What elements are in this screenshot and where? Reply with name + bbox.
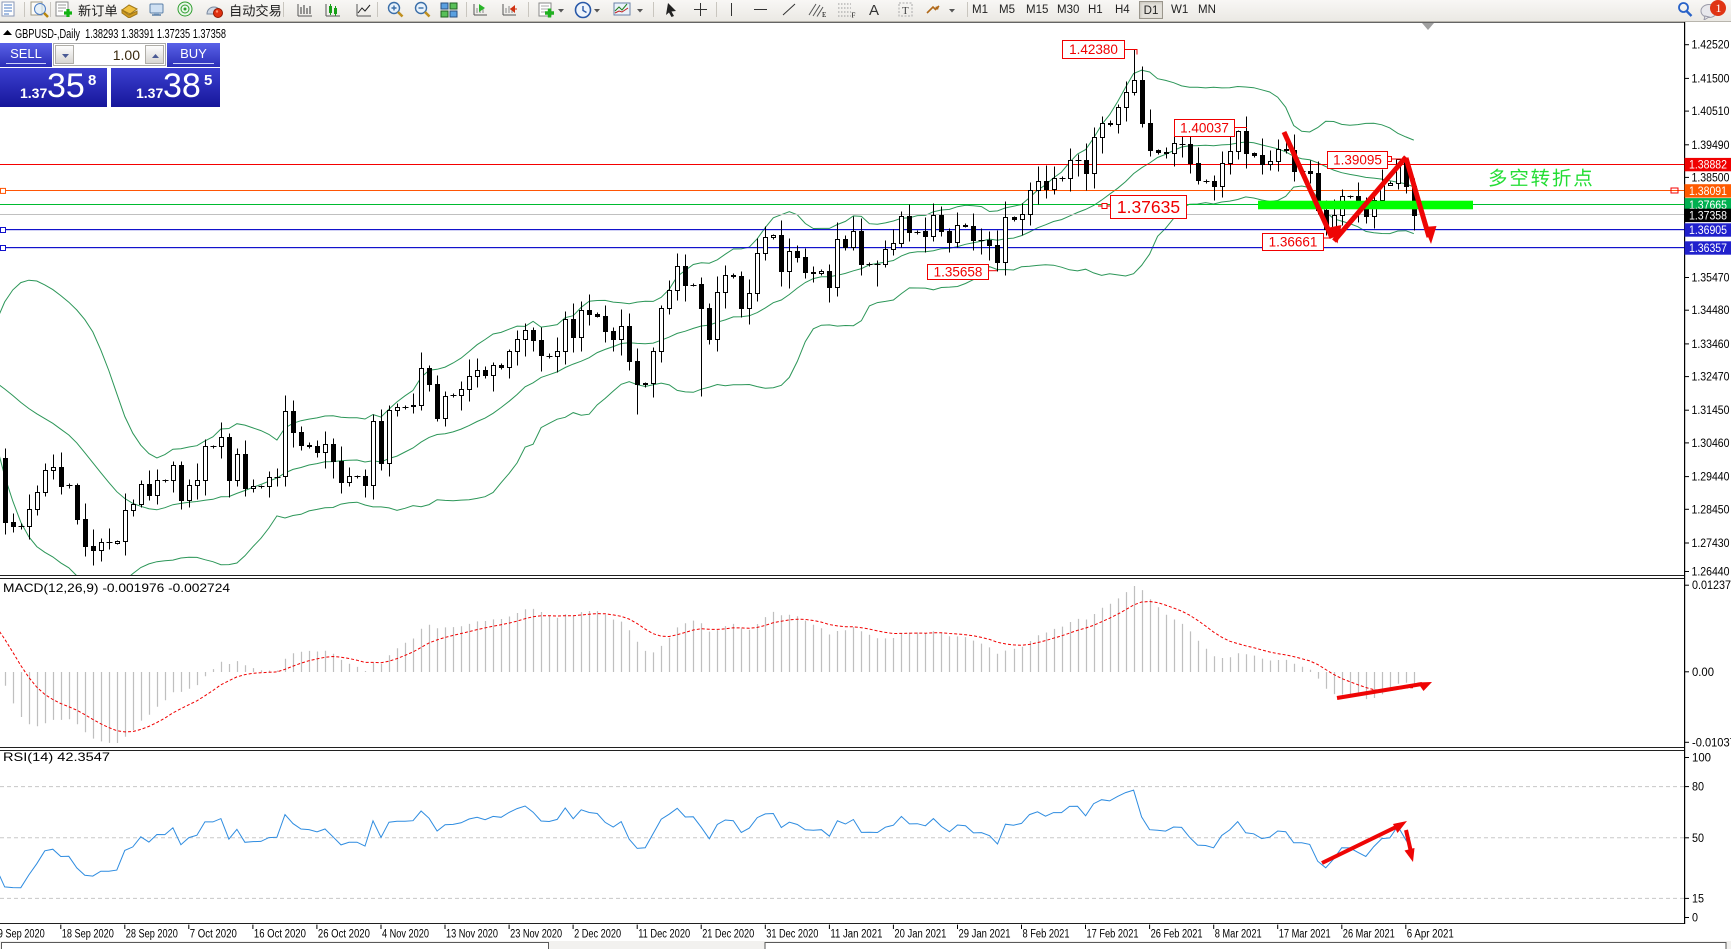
svg-text:26 Mar 2021: 26 Mar 2021 [1343, 929, 1395, 941]
svg-text:1.37358: 1.37358 [1689, 210, 1727, 222]
svg-text:29 Jan 2021: 29 Jan 2021 [959, 929, 1011, 941]
svg-text:1.30460: 1.30460 [1692, 438, 1730, 450]
svg-text:23 Nov 2020: 23 Nov 2020 [510, 929, 562, 941]
svg-text:1.34480: 1.34480 [1692, 305, 1730, 317]
svg-text:0.012372: 0.012372 [1692, 580, 1731, 592]
svg-text:F: F [852, 12, 856, 19]
svg-text:1.38091: 1.38091 [1689, 186, 1727, 198]
svg-text:26 Feb 2021: 26 Feb 2021 [1151, 929, 1203, 941]
svg-text:1.35470: 1.35470 [1692, 273, 1730, 285]
svg-text:1.36661: 1.36661 [1269, 235, 1318, 250]
svg-text:20 Jan 2021: 20 Jan 2021 [894, 929, 946, 941]
svg-text:7 Oct 2020: 7 Oct 2020 [190, 929, 237, 941]
svg-text:1: 1 [1716, 1, 1722, 15]
svg-text:6 Apr 2021: 6 Apr 2021 [1407, 929, 1454, 941]
svg-text:17 Mar 2021: 17 Mar 2021 [1279, 929, 1331, 941]
svg-text:1.38882: 1.38882 [1689, 160, 1727, 172]
svg-text:MACD(12,26,9) -0.001976 -0.002: MACD(12,26,9) -0.001976 -0.002724 [3, 581, 230, 595]
svg-text:31 Dec 2020: 31 Dec 2020 [766, 929, 818, 941]
svg-text:1.39095: 1.39095 [1333, 153, 1382, 168]
svg-text:80: 80 [1692, 782, 1704, 794]
svg-text:1.26440: 1.26440 [1692, 567, 1730, 579]
svg-text:1.32470: 1.32470 [1692, 372, 1730, 384]
svg-text:1.39490: 1.39490 [1692, 140, 1730, 152]
svg-text:1.33460: 1.33460 [1692, 339, 1730, 351]
svg-text:1.37635: 1.37635 [1117, 197, 1180, 217]
svg-text:1.29440: 1.29440 [1692, 472, 1730, 484]
svg-text:1.38500: 1.38500 [1692, 172, 1730, 184]
svg-text:9 Sep 2020: 9 Sep 2020 [0, 929, 45, 941]
svg-text:1.27430: 1.27430 [1692, 538, 1730, 550]
svg-text:13 Nov 2020: 13 Nov 2020 [446, 929, 498, 941]
svg-text:1.40037: 1.40037 [1180, 121, 1229, 136]
svg-text:0.00: 0.00 [1692, 667, 1714, 679]
svg-text:17 Feb 2021: 17 Feb 2021 [1087, 929, 1139, 941]
svg-text:GBPUSD-,Daily 1.38293 1.38391: GBPUSD-,Daily 1.38293 1.38391 1.37235 1.… [15, 27, 226, 41]
svg-text:4 Nov 2020: 4 Nov 2020 [382, 929, 429, 941]
svg-text:RSI(14) 42.3547: RSI(14) 42.3547 [3, 750, 110, 764]
svg-text:1.28450: 1.28450 [1692, 504, 1730, 516]
svg-text:16 Oct 2020: 16 Oct 2020 [254, 929, 306, 941]
svg-text:15: 15 [1692, 893, 1704, 905]
svg-text:18 Sep 2020: 18 Sep 2020 [62, 929, 114, 941]
svg-text:11 Jan 2021: 11 Jan 2021 [830, 929, 882, 941]
svg-text:21 Dec 2020: 21 Dec 2020 [702, 929, 754, 941]
svg-text:26 Oct 2020: 26 Oct 2020 [318, 929, 370, 941]
svg-text:50: 50 [1692, 833, 1704, 845]
svg-text:1.31450: 1.31450 [1692, 405, 1730, 417]
svg-text:100: 100 [1692, 753, 1711, 765]
svg-text:1.36905: 1.36905 [1689, 225, 1727, 237]
svg-text:1.42380: 1.42380 [1069, 42, 1118, 57]
svg-text:0: 0 [1692, 913, 1698, 925]
svg-text:8 Mar 2021: 8 Mar 2021 [1215, 929, 1262, 941]
svg-text:1.36357: 1.36357 [1689, 243, 1727, 255]
svg-text:E: E [822, 11, 826, 18]
svg-text:11 Dec 2020: 11 Dec 2020 [638, 929, 690, 941]
svg-text:T: T [902, 5, 909, 17]
svg-text:-0.010374: -0.010374 [1692, 737, 1731, 749]
svg-text:28 Sep 2020: 28 Sep 2020 [126, 929, 178, 941]
svg-text:1.35658: 1.35658 [934, 265, 983, 280]
svg-text:8 Feb 2021: 8 Feb 2021 [1023, 929, 1070, 941]
svg-text:1.41500: 1.41500 [1692, 73, 1730, 85]
svg-text:1.42520: 1.42520 [1692, 40, 1730, 52]
svg-text:2 Dec 2020: 2 Dec 2020 [574, 929, 621, 941]
svg-text:1.40510: 1.40510 [1692, 106, 1730, 118]
